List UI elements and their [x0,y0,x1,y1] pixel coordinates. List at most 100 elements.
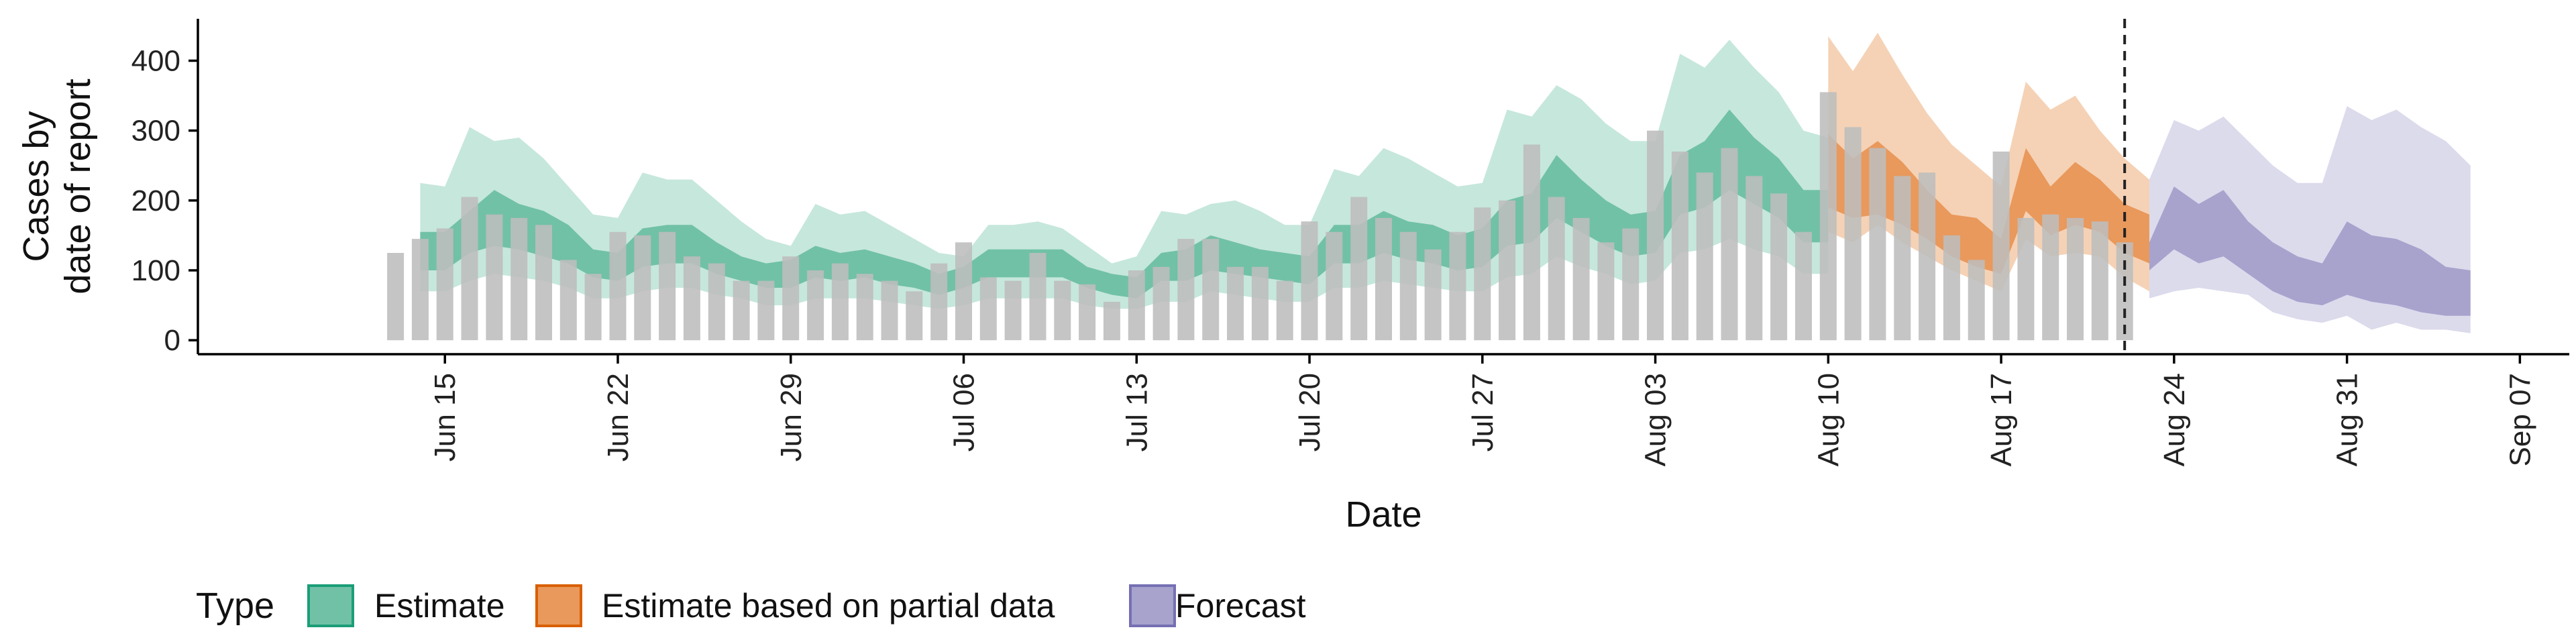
report-bar [486,214,503,341]
legend-layer: Type Estimate Estimate based on partial da… [196,584,1306,627]
report-bar [1375,217,1392,341]
y-axis-title-line: date of report [58,78,98,294]
report-bar [559,260,577,341]
report-bar [535,225,552,341]
report-bar [1152,266,1170,341]
report-bar [461,197,478,341]
x-tick-label: Jun 15 [429,373,462,462]
report-bar [2116,242,2133,341]
y-tick-label: 0 [164,324,180,357]
report-bar [856,274,873,341]
x-tick-label: Aug 31 [2331,373,2364,466]
report-bar [1251,266,1269,341]
x-tick-label: Aug 03 [1640,373,1672,466]
report-bar [1128,270,1145,341]
report-bar [1054,280,1071,341]
report-bar [1770,193,1788,341]
bands-layer [420,32,2471,333]
report-bar [1474,207,1491,341]
y-axis-title: Cases by date of report [16,78,98,294]
x-tick-label: Jul 27 [1466,373,1499,451]
report-bar [1079,284,1096,341]
report-bar [1103,301,1120,341]
report-bar [1968,260,1985,341]
legend-swatch [307,584,354,627]
report-bar [1301,221,1318,341]
report-bar [708,263,725,341]
report-bar [1869,148,1886,341]
report-bar [1029,253,1046,341]
report-bar [511,217,528,341]
report-bar [1696,172,1713,341]
report-bar [807,270,824,341]
report-bar [2067,217,2084,341]
y-tick-label: 300 [131,115,180,148]
report-bar [1943,235,1960,341]
bars-layer [387,92,2133,341]
report-bar [1399,231,1417,341]
report-bar [1548,197,1565,341]
y-tick-label: 100 [131,254,180,287]
report-bar [436,228,453,341]
legend-swatch [535,584,582,627]
report-bar [1523,144,1540,341]
report-bar [1350,197,1368,341]
report-bar [1177,239,1195,341]
x-tick-label: Aug 10 [1812,373,1845,466]
report-bar [1746,176,1763,341]
report-bar [1449,231,1466,341]
report-bar [609,231,627,341]
report-bar [1202,239,1220,341]
legend-title: Type [196,586,274,626]
report-bar [979,277,997,341]
x-tick-label: Jul 20 [1293,373,1326,451]
report-bar [1004,280,1022,341]
report-bar [1919,172,1936,341]
report-bar [387,253,405,341]
report-bar [757,280,775,341]
legend-entry-estimate-based-on-partial-data: Estimate based on partial data [535,584,1055,627]
legend-label: Estimate [374,587,505,625]
legend-label: Forecast [1175,587,1306,625]
report-bar [683,256,700,341]
forecast-inner-band [2149,186,2471,316]
report-bar [1721,148,1738,341]
report-bar [411,239,429,341]
x-tick-label: Sep 07 [2504,373,2536,466]
report-bar [584,274,602,341]
y-tick-label: 400 [131,45,180,78]
report-bar [1499,200,1516,341]
report-bar [1572,217,1590,341]
report-bar [1894,176,1911,341]
report-bar [634,235,651,341]
report-bar [1597,242,1615,341]
report-bar [881,280,898,341]
report-bar [955,242,972,341]
legend-label: Estimate based on partial data [602,587,1055,625]
report-bar [659,231,676,341]
report-bar [733,280,750,341]
report-bar [930,263,948,341]
report-bar [1424,249,1442,341]
y-axis-title-line: Cases by [16,111,56,262]
report-bar [1276,280,1293,341]
report-bar [1622,228,1640,341]
x-tick-label: Jun 29 [775,373,808,462]
x-tick-label: Aug 24 [2158,373,2191,466]
report-bar [2042,214,2059,341]
report-bar [906,291,923,341]
x-axis-title: Date [1345,494,1421,535]
legend-entry-forecast: Forecast [1129,584,1306,627]
report-bar [1671,151,1688,341]
report-bar [1795,231,1812,341]
report-bar [1819,92,1837,341]
report-bar [2091,221,2108,341]
axes-layer: 0 100 200 300 400 Jun 15 Jun 22 Jun 29 Jul 06 Jul… [16,19,2569,535]
report-bar [782,256,800,341]
x-tick-label: Aug 17 [1985,373,2018,466]
report-bar [1992,151,2010,341]
x-tick-label: Jul 06 [948,373,981,451]
x-tick-label: Jun 22 [602,373,635,462]
